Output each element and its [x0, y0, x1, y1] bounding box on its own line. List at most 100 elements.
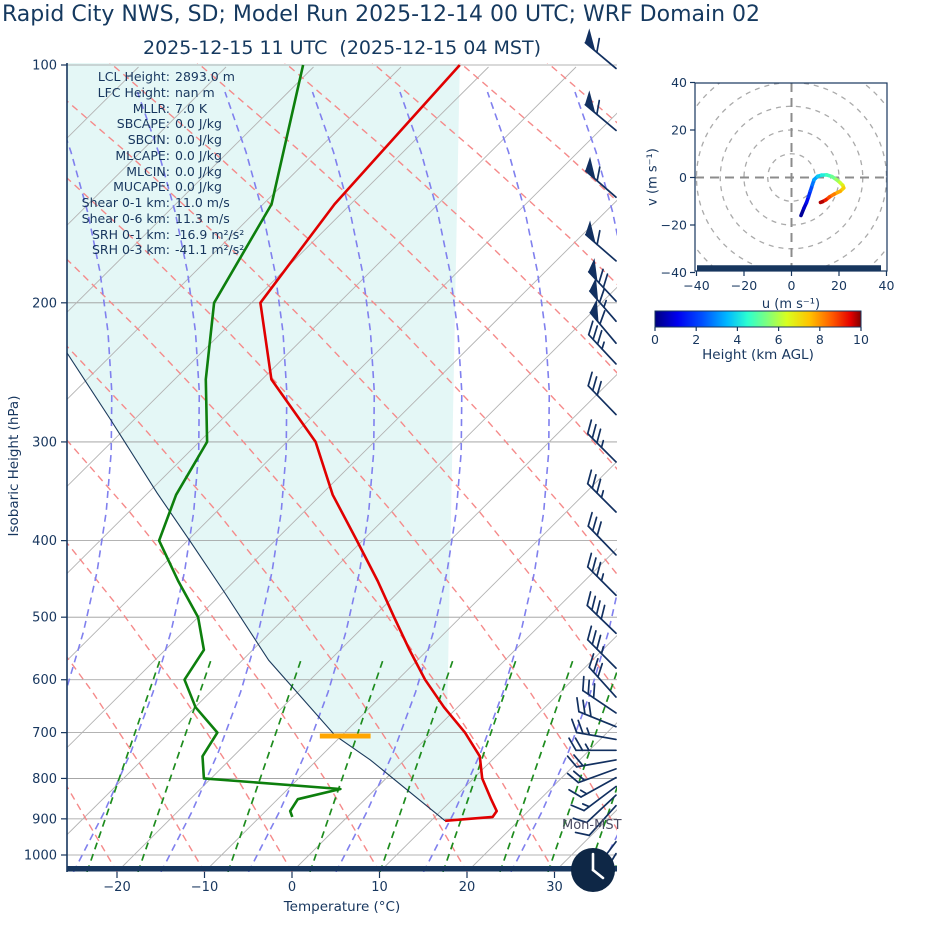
- isotherm-line: [466, 722, 617, 872]
- tick-label: 0: [679, 170, 687, 185]
- hodograph-trace-segment: [818, 199, 825, 205]
- tick-label: 900: [32, 812, 57, 827]
- wind-barb: [586, 469, 617, 513]
- isotherm-line: [67, 66, 489, 488]
- wind-barb: [587, 320, 617, 365]
- parameter-row: SRH 0-1 km: -16.9 m²/s²: [78, 227, 244, 243]
- parameter-row: SBCAPE: 0.0 J/kg: [78, 116, 244, 132]
- parameter-row: MLCAPE: 0.0 J/kg: [78, 148, 244, 164]
- tick-label: 200: [32, 296, 57, 311]
- tick-label: 0: [288, 880, 296, 895]
- mixing-ratio-line: [86, 659, 161, 872]
- wind-barb: [587, 371, 617, 416]
- colorbar-label: Height (km AGL): [702, 347, 814, 363]
- wind-barb: [584, 220, 617, 262]
- dry-adiabat-line: [67, 655, 206, 872]
- dry-adiabat-line: [67, 345, 468, 872]
- tick-label: 800: [32, 772, 57, 787]
- valid-time-title: 2025-12-15 11 UTC (2025-12-15 04 MST): [143, 37, 541, 59]
- wind-barb: [586, 625, 617, 669]
- tick-label: 700: [32, 726, 57, 741]
- parameter-label: MUCAPE:: [113, 179, 170, 195]
- tick-label: 20: [671, 123, 687, 138]
- tick-label: −40: [661, 265, 687, 280]
- tick-label: 600: [32, 673, 57, 688]
- moist-adiabat-line: [597, 834, 617, 872]
- sounding-parameters: LCL Height: 2893.0 m LFC Height: nan m MLLR:…: [78, 69, 245, 258]
- wind-barb: [587, 511, 617, 556]
- height-colorbar: 0 2 4 6 8 10: [651, 310, 869, 347]
- parameter-row: MLCIN: 0.0 J/kg: [78, 164, 244, 180]
- skewt-axes: 100 200 300 400 500 600 700 800 900 1000 −20 −10 0 10…: [24, 59, 617, 895]
- dry-adiabat-line: [284, 63, 617, 374]
- parameter-value: 0.0 J/kg: [175, 147, 222, 163]
- isotherm-line: [67, 66, 577, 575]
- dewpoint-curve: [157, 64, 342, 818]
- tick-label: −20: [731, 278, 757, 293]
- wind-barb: [570, 785, 617, 812]
- temperature-curve: [259, 64, 499, 823]
- wind-barb: [566, 754, 617, 768]
- wind-barb: [584, 156, 617, 199]
- wind-barb: [568, 776, 617, 798]
- hodograph-v-axis-label: v (m s⁻¹): [645, 148, 661, 206]
- day-timezone-label: Mon-MST: [562, 818, 622, 833]
- clock-icon: [571, 848, 615, 892]
- parameter-label: MLLR:: [132, 100, 170, 116]
- parameter-value: -41.1 m²/s²: [175, 242, 245, 258]
- page-title: Rapid City NWS, SD; Model Run 2025-12-14…: [2, 2, 761, 27]
- tick-label: −20: [103, 880, 130, 895]
- isotherm-line: [642, 67, 935, 872]
- dry-adiabat-line: [722, 62, 935, 872]
- wind-barb: [576, 696, 617, 728]
- tick-label: 20: [459, 880, 476, 895]
- tick-label: 300: [32, 435, 57, 450]
- parameter-value: 11.0 m/s: [175, 195, 230, 210]
- wind-barb: [581, 675, 617, 714]
- wind-barb: [586, 591, 617, 635]
- parameter-row: Shear 0-6 km: 11.3 m/s: [78, 211, 244, 227]
- tick-label: −10: [191, 880, 218, 895]
- parameter-label: SRH 0-3 km:: [91, 242, 170, 258]
- wind-barb: [574, 804, 617, 837]
- wind-barb: [589, 299, 617, 345]
- dry-adiabat-line: [67, 439, 381, 872]
- isotherm-line: [379, 635, 617, 872]
- tick-label: 1000: [24, 849, 57, 864]
- mixing-ratio-line: [587, 785, 617, 872]
- tick-label: 500: [32, 611, 57, 626]
- parameter-value: -16.9 m²/s²: [175, 226, 245, 242]
- parameter-label: MLCAPE:: [115, 147, 170, 163]
- moist-adiabat-line: [160, 91, 288, 872]
- tick-label: 4: [733, 332, 741, 347]
- wind-barb: [586, 419, 617, 463]
- mixing-ratio-line: [379, 659, 454, 872]
- wind-barb: [586, 552, 617, 597]
- parameter-row: Shear 0-1 km: 11.0 m/s: [78, 195, 244, 211]
- parameter-row: SBCIN: 0.0 J/kg: [78, 132, 244, 148]
- parameter-value: 7.0 K: [175, 100, 208, 116]
- parameter-value: 0.0 J/kg: [175, 132, 222, 147]
- parameter-label: Shear 0-1 km:: [81, 195, 170, 210]
- tick-label: −20: [661, 218, 687, 233]
- dry-adiabat-line: [67, 258, 556, 872]
- tick-label: 0: [788, 278, 796, 293]
- wind-barb: [584, 28, 617, 70]
- wind-barb: [570, 718, 617, 741]
- moist-adiabat-line: [861, 92, 935, 872]
- parameter-row: LFC Height: nan m: [78, 85, 244, 101]
- pressure-axis-label: Isobaric Height (hPa): [6, 395, 22, 537]
- tick-label: 40: [879, 278, 895, 293]
- surface-line: [67, 866, 617, 872]
- moist-adiabat-line: [72, 91, 201, 872]
- dry-adiabat-line: [109, 63, 617, 576]
- parameter-value: 11.3 m/s: [175, 210, 230, 226]
- parameter-label: SBCIN:: [127, 132, 170, 147]
- skewt-plot: [67, 62, 935, 872]
- isotherm-line: [291, 547, 617, 872]
- wind-barb: [566, 768, 617, 784]
- wind-barb: [572, 794, 617, 824]
- isotherm-line: [554, 809, 617, 872]
- moist-adiabat-line: [247, 91, 376, 872]
